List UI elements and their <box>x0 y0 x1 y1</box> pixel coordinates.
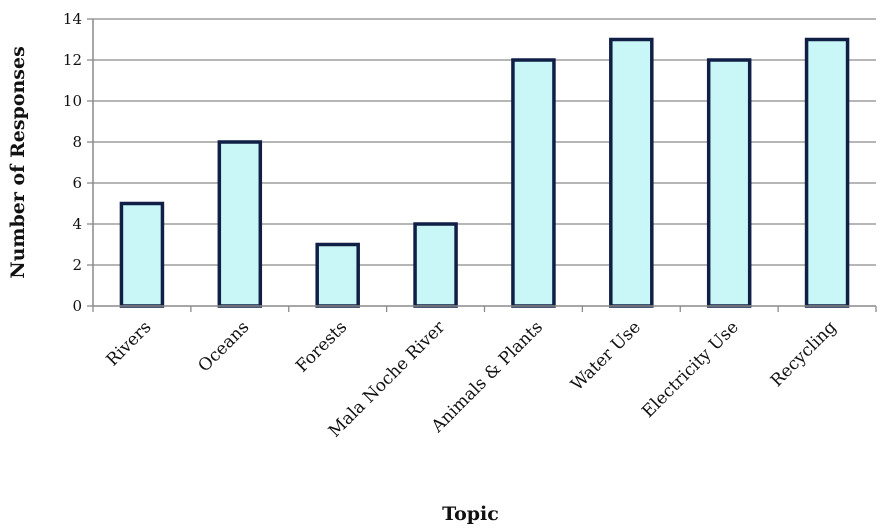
x-tick-label: Water Use <box>567 317 645 395</box>
y-tick-label: 0 <box>72 297 82 315</box>
x-tick-label: Forests <box>292 317 351 376</box>
x-tick-label: Rivers <box>103 317 156 370</box>
x-tick-label: Oceans <box>194 317 253 376</box>
x-tick-label: Electricity Use <box>638 317 742 421</box>
y-tick-label: 10 <box>63 92 82 110</box>
y-tick-label: 8 <box>72 133 82 151</box>
bar-rivers <box>119 201 165 308</box>
bar-forests <box>315 242 360 308</box>
x-tick-label: Recycling <box>767 317 841 391</box>
bar-water-use <box>609 37 654 308</box>
bar-electricity-use <box>706 58 752 308</box>
bar-animals-plants <box>511 58 556 308</box>
y-tick-label: 6 <box>72 174 82 192</box>
y-tick-labels: 0 2 4 6 8 10 12 14 <box>63 10 82 315</box>
y-tick-label: 2 <box>72 256 82 274</box>
gridlines <box>93 18 876 266</box>
y-tick-label: 14 <box>63 10 82 28</box>
bar-recycling <box>804 37 850 308</box>
bar-mala-noche-river <box>413 222 458 308</box>
y-tick-label: 4 <box>72 215 82 233</box>
bar-oceans <box>217 140 263 308</box>
bars <box>119 37 850 308</box>
y-axis-title: Number of Responses <box>7 46 29 279</box>
axes <box>87 18 877 312</box>
x-axis-title: Topic <box>442 503 499 525</box>
y-tick-label: 12 <box>63 51 82 69</box>
